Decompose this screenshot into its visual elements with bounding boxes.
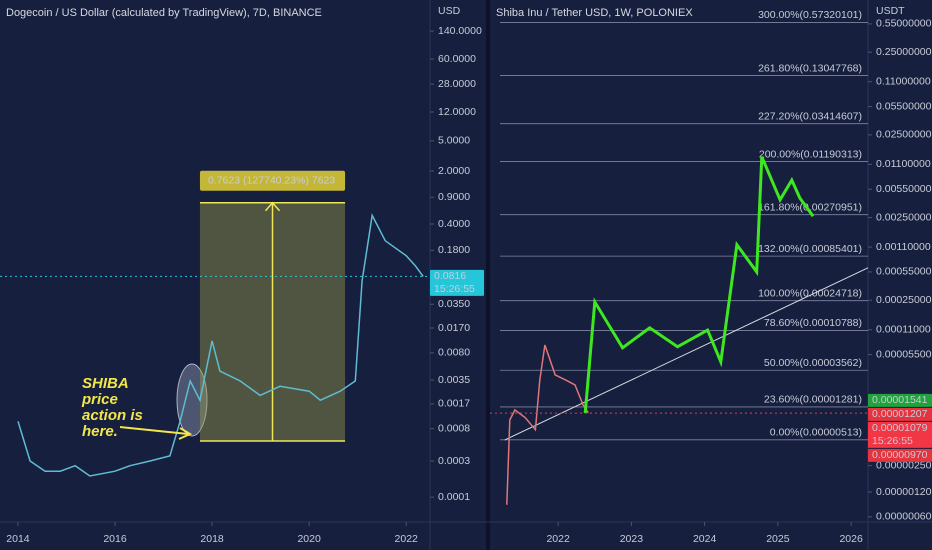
y-tick-label: 140.0000 (438, 25, 482, 37)
fib-label: 23.60%(0.00001281) (764, 394, 862, 406)
y-tick-label: 0.4000 (438, 218, 470, 230)
y-tick-label: 0.9000 (438, 191, 470, 203)
price-label: 0.00001079 (872, 422, 928, 434)
y-tick-label: 0.0001 (438, 491, 470, 503)
fib-label: 227.20%(0.03414607) (758, 110, 862, 122)
y-tick-label: 0.00011000 (876, 324, 931, 336)
price-label-bg (868, 407, 932, 421)
y-tick-label: 0.0170 (438, 322, 470, 334)
panel-divider (486, 0, 490, 550)
price-label: 0.0816 (434, 270, 466, 282)
y-tick-label: 0.00025000 (876, 294, 932, 306)
y-tick-label: 0.25000000 (876, 46, 932, 58)
projection-line (583, 156, 815, 414)
y-tick-label: 0.0080 (438, 347, 470, 359)
fib-label: 78.60%(0.00010788) (764, 317, 862, 329)
price-label-bg (868, 448, 932, 462)
y-tick-label: 0.0017 (438, 398, 470, 410)
axis-unit: USD (438, 5, 461, 17)
x-tick-label: 2023 (620, 533, 644, 545)
price-label-bg (430, 269, 484, 296)
y-tick-label: 0.55000000 (876, 18, 932, 30)
measure-arrowhead (264, 201, 281, 212)
price-label-bg (868, 393, 932, 407)
chart-title: Shiba Inu / Tether USD, 1W, POLONIEX (496, 7, 693, 19)
y-tick-label: 0.0008 (438, 422, 470, 434)
price-line (17, 213, 424, 477)
fib-label: 0.00%(0.00000513) (770, 427, 862, 439)
y-tick-label: 2.0000 (438, 165, 470, 177)
x-tick-label: 2022 (546, 533, 570, 545)
x-tick-label: 2024 (693, 533, 717, 545)
trendline (504, 267, 869, 441)
y-tick-label: 0.00000060 (876, 511, 932, 523)
annotation-text: action is (82, 407, 143, 424)
y-tick-label: 0.01100000 (876, 158, 931, 170)
x-tick-label: 2018 (200, 533, 224, 545)
fib-label: 132.00%(0.00085401) (758, 243, 862, 255)
y-tick-label: 12.0000 (438, 106, 476, 118)
countdown: 15:26:55 (434, 283, 475, 295)
annotation-text: here. (82, 423, 118, 440)
y-tick-label: 0.00005500 (876, 348, 932, 360)
y-tick-label: 60.0000 (438, 53, 476, 65)
y-tick-label: 0.02500000 (876, 129, 932, 141)
fib-label: 100.00%(0.00024718) (758, 287, 862, 299)
y-tick-label: 0.0035 (438, 374, 470, 386)
fib-label: 161.80%(0.00270951) (758, 201, 862, 213)
y-tick-label: 0.0003 (438, 455, 470, 467)
price-label: 0.00001541 (872, 394, 928, 406)
price-line (506, 344, 589, 505)
y-tick-label: 0.1800 (438, 244, 470, 256)
x-tick-label: 2014 (6, 533, 30, 545)
x-tick-label: 2016 (103, 533, 127, 545)
annotation-text: price (81, 391, 118, 408)
y-tick-label: 0.0350 (438, 298, 470, 310)
y-tick-label: 0.11000000 (876, 75, 931, 87)
chart-title: Dogecoin / US Dollar (calculated by Trad… (6, 7, 322, 19)
annotation-text: SHIBA (82, 375, 129, 392)
x-tick-label: 2020 (297, 533, 321, 545)
y-tick-label: 0.05500000 (876, 100, 932, 112)
price-label: 0.00000970 (872, 449, 928, 461)
x-tick-label: 2026 (839, 533, 863, 545)
fib-label: 50.00%(0.00003562) (764, 357, 862, 369)
fib-label: 200.00%(0.01190313) (759, 148, 862, 160)
x-tick-label: 2025 (766, 533, 790, 545)
annotation-arrow (119, 426, 189, 435)
y-tick-label: 5.0000 (438, 135, 470, 147)
y-tick-label: 0.00110000 (876, 241, 931, 253)
fib-label: 261.80%(0.13047768) (758, 62, 862, 74)
y-tick-label: 0.00250000 (876, 211, 932, 223)
measure-label: 0.7623 (127740.23%) 7623 (208, 175, 335, 187)
x-tick-label: 2022 (395, 533, 419, 545)
measure-label-bg (199, 170, 346, 191)
y-tick-label: 0.00000250 (876, 459, 932, 471)
countdown: 15:26:55 (872, 435, 913, 447)
y-tick-label: 0.00550000 (876, 183, 932, 195)
y-tick-label: 0.00000120 (876, 486, 932, 498)
price-label: 0.00001207 (872, 408, 928, 420)
y-tick-label: 0.00055000 (876, 266, 932, 278)
highlight-ellipse (176, 363, 208, 437)
y-tick-label: 28.0000 (438, 78, 476, 90)
fib-label: 300.00%(0.57320101) (758, 9, 862, 21)
price-label-bg (868, 421, 932, 448)
axis-unit: USDT (876, 5, 905, 17)
annotation-arrowhead (178, 427, 193, 440)
